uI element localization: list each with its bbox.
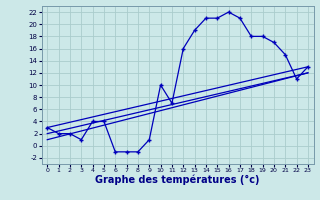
X-axis label: Graphe des températures (°c): Graphe des températures (°c) bbox=[95, 175, 260, 185]
